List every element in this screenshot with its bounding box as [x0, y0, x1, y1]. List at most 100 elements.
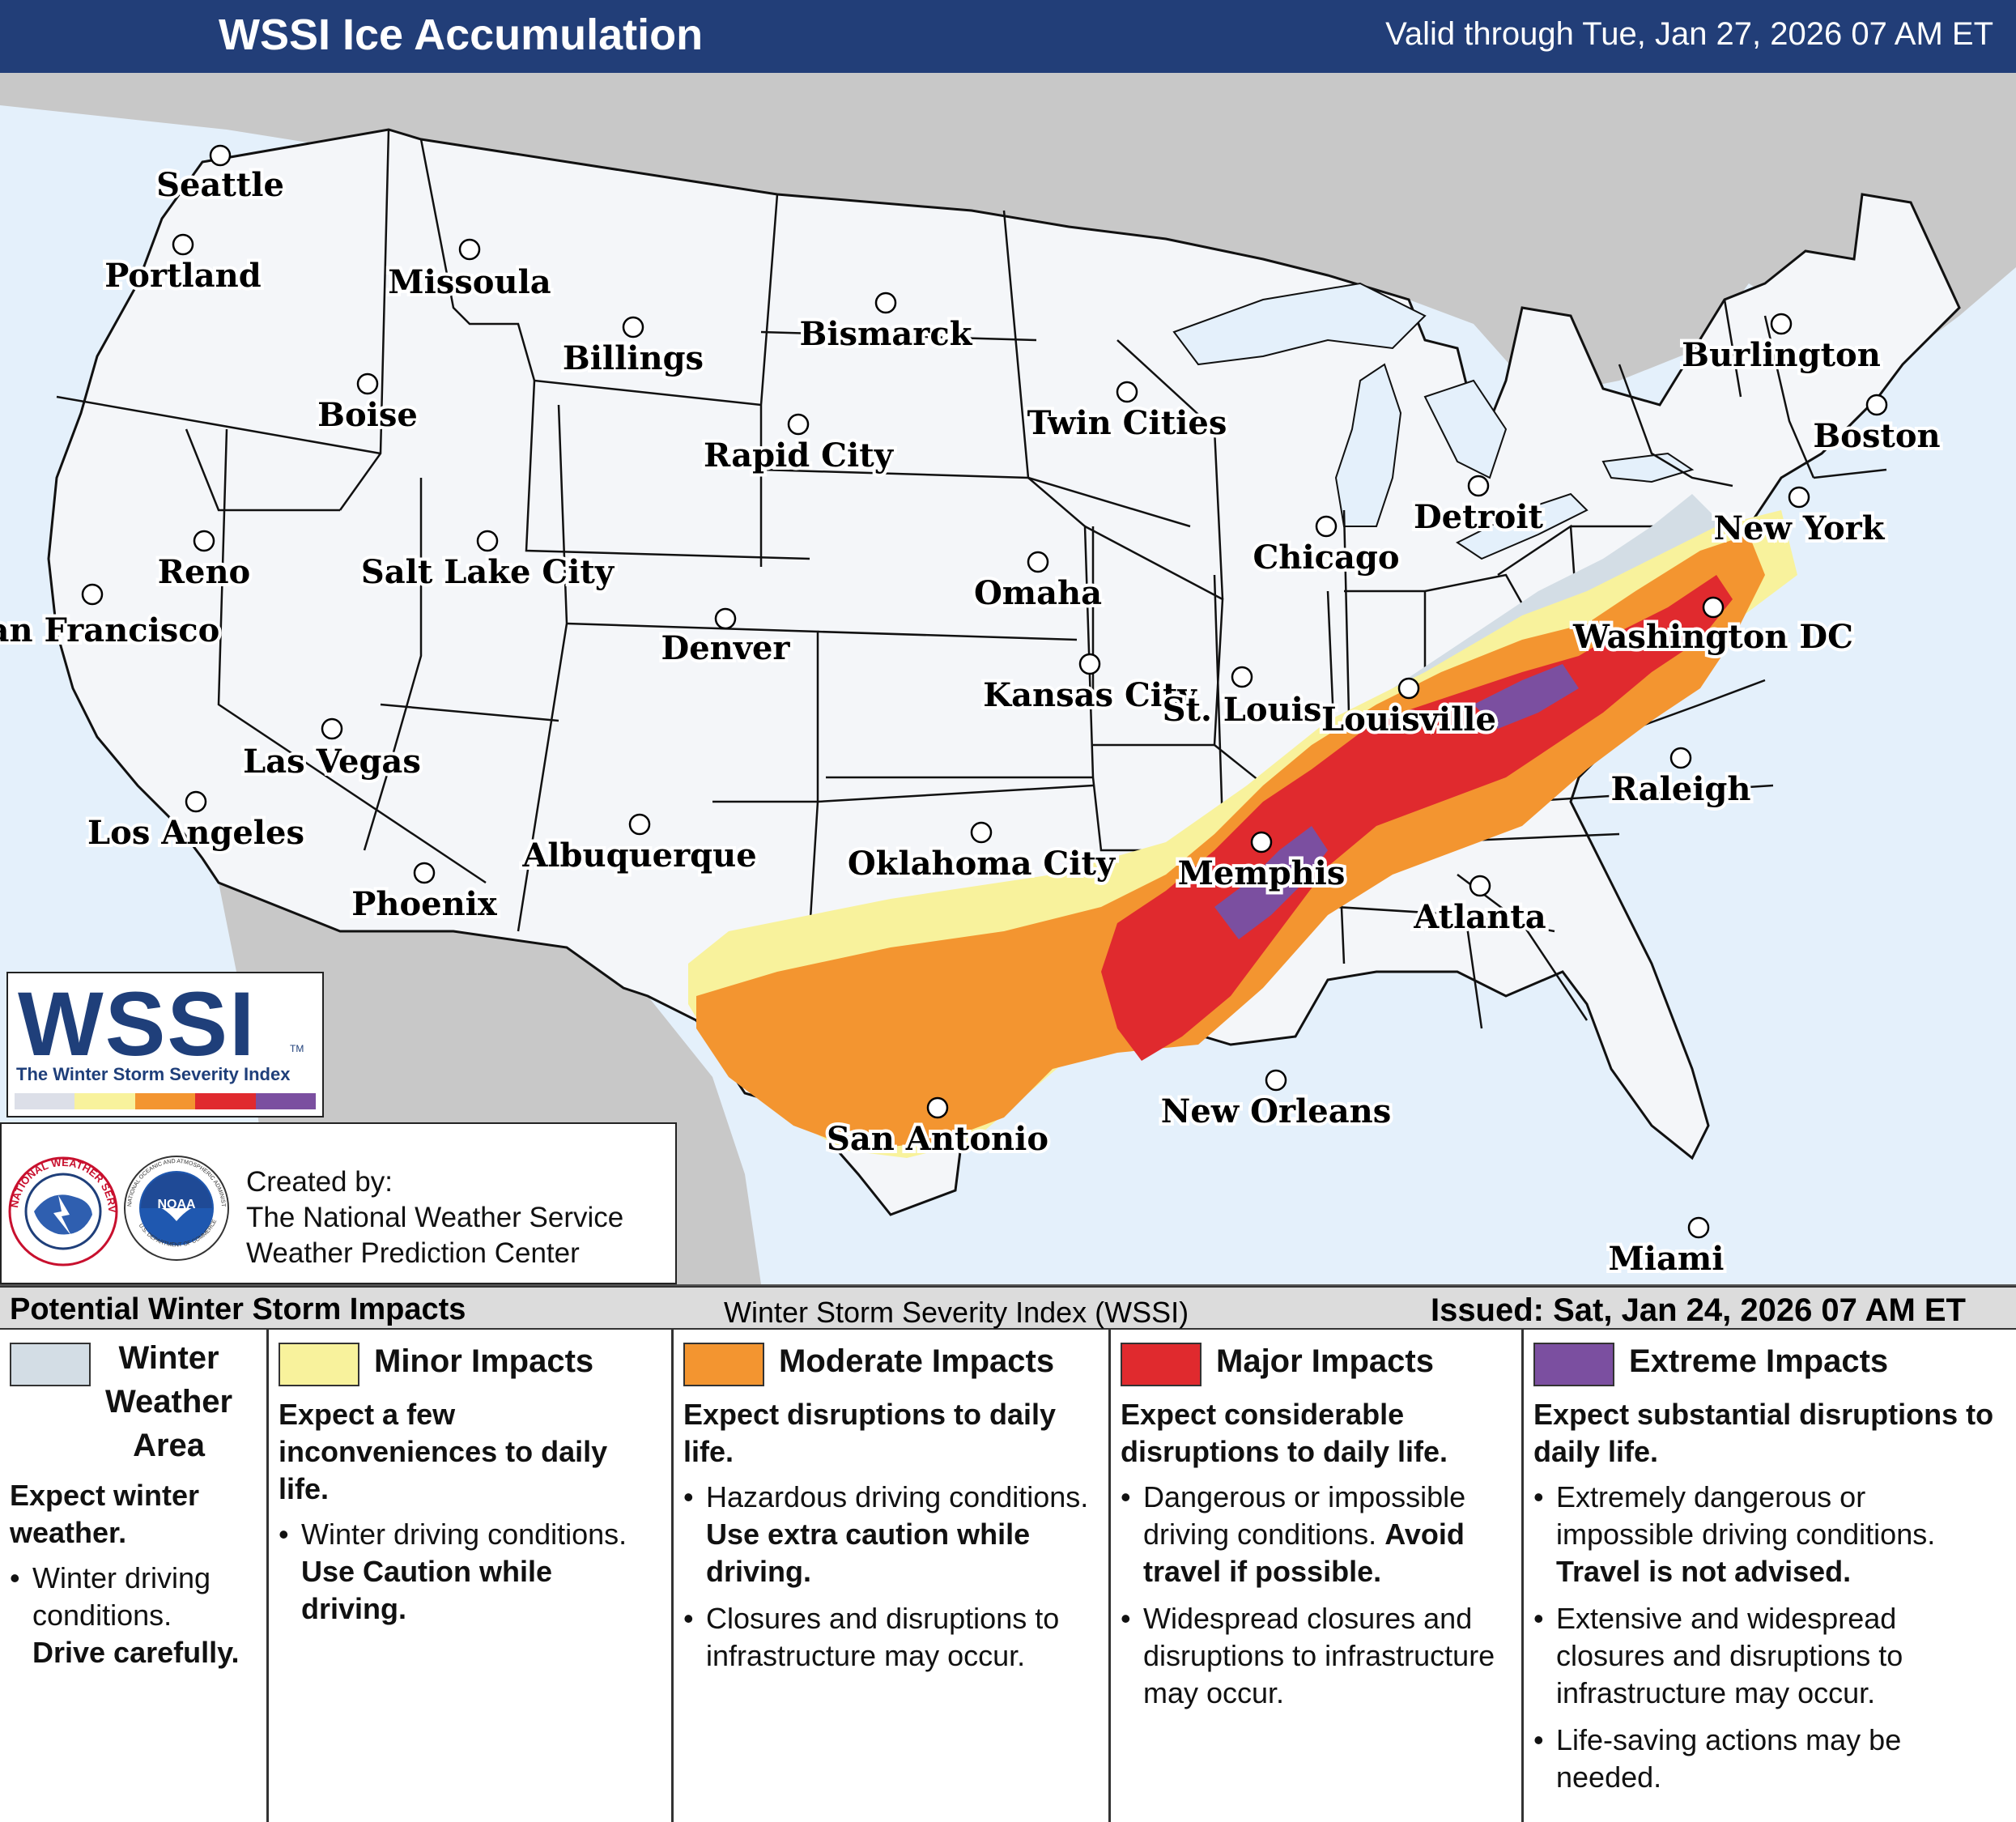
- wssi-logo-text: WSSI: [18, 973, 257, 1075]
- city-label-chicago: Chicago: [1253, 539, 1399, 577]
- legend-bullet: Dangerous or impossible driving conditio…: [1121, 1479, 1513, 1590]
- city-label-boise: Boise: [317, 396, 418, 434]
- city-dot-portland: [172, 233, 194, 256]
- scale-swatch-winter: [15, 1093, 75, 1109]
- city-dot-seattle: [209, 144, 232, 167]
- legend-bullet: Life-saving actions may be needed.: [1533, 1722, 2008, 1796]
- issued-time: Issued: Sat, Jan 24, 2026 07 AM ET: [1430, 1292, 1966, 1328]
- city-label-reno: Reno: [158, 553, 250, 591]
- city-dot-bismarck: [874, 292, 897, 314]
- city-dot-washington-dc: [1702, 596, 1725, 619]
- legend-expect-minor: Expect a few inconveniences to daily lif…: [279, 1398, 608, 1505]
- legend-bullet: Winter driving conditions.Drive carefull…: [10, 1560, 258, 1671]
- legend-title-major: Major Impacts: [1216, 1343, 1434, 1379]
- legend-bullet: Widespread closures and disruptions to i…: [1121, 1600, 1513, 1712]
- legend-expect-moderate: Expect disruptions to daily life.: [683, 1398, 1057, 1468]
- wssi-logo-subtitle: The Winter Storm Severity Index: [16, 1064, 291, 1084]
- credits-text: Created by: The National Weather Service…: [246, 1164, 623, 1271]
- city-label-salt-lake-city: Salt Lake City: [361, 553, 615, 591]
- city-label-new-orleans: New Orleans: [1161, 1092, 1391, 1130]
- city-label-louisville: Louisville: [1321, 700, 1496, 739]
- wssi-color-scale: [15, 1093, 317, 1109]
- nws-logo: NATIONAL WEATHER SERVICE: [2, 1124, 118, 1266]
- legend-bullets-winter: Winter driving conditions.Drive carefull…: [10, 1560, 258, 1671]
- city-label-las-vegas: Las Vegas: [243, 743, 421, 781]
- city-dot-albuquerque: [628, 813, 651, 836]
- city-dot-denver: [714, 607, 737, 630]
- us-map: Seattle Portland Missoula Boise Billings…: [0, 73, 2016, 1284]
- city-label-burlington: Burlington: [1682, 336, 1881, 374]
- wssi-logo: WSSI TM The Winter Storm Severity Index: [6, 972, 324, 1117]
- city-label-los-angeles: Los Angeles: [87, 814, 304, 852]
- city-dot-san-francisco: [81, 583, 104, 606]
- legend-col-extreme: Extreme Impacts Expect substantial disru…: [1524, 1330, 2016, 1822]
- major-impacts-swath: [1101, 575, 1733, 1061]
- city-dot-missoula: [458, 238, 481, 261]
- legend-title-extreme: Extreme Impacts: [1629, 1343, 1889, 1379]
- city-label-kansas-city: Kansas City: [983, 676, 1197, 714]
- city-dot-los-angeles: [185, 790, 207, 813]
- legend-col-moderate: Moderate Impacts Expect disruptions to d…: [674, 1330, 1111, 1822]
- city-label-detroit: Detroit: [1414, 498, 1544, 536]
- extreme-impacts-swath: [1214, 664, 1579, 939]
- legend-title-moderate: Moderate Impacts: [779, 1343, 1055, 1379]
- wssi-trademark: TM: [290, 1043, 304, 1054]
- city-dot-miami: [1687, 1216, 1710, 1239]
- svg-text:NOAA: NOAA: [157, 1198, 196, 1211]
- legend-expect-major: Expect considerable disruptions to daily…: [1121, 1398, 1448, 1468]
- city-dot-burlington: [1770, 313, 1793, 335]
- city-label-atlanta: Atlanta: [1413, 898, 1546, 936]
- lake-erie: [1456, 492, 1589, 560]
- swatch-extreme: [1533, 1343, 1614, 1386]
- city-label-portland: Portland: [104, 257, 261, 295]
- city-label-new-york: New York: [1714, 509, 1886, 547]
- city-dot-detroit: [1467, 475, 1490, 497]
- lake-michigan: [1334, 363, 1402, 527]
- city-dot-san-antonio: [926, 1096, 949, 1119]
- impact-swaths: [688, 494, 1797, 1158]
- city-label-san-antonio: San Antonio: [827, 1120, 1048, 1158]
- city-label-albuquerque: Albuquerque: [521, 837, 756, 875]
- city-label-memphis: Memphis: [1178, 854, 1346, 892]
- scale-swatch-extreme: [255, 1093, 317, 1109]
- city-dot-raleigh: [1669, 747, 1692, 769]
- legend-bullet: Hazardous driving conditions. Use extra …: [683, 1479, 1100, 1590]
- legend-col-major: Major Impacts Expect considerable disrup…: [1111, 1330, 1524, 1822]
- swatch-major: [1121, 1343, 1202, 1386]
- city-label-san-francisco: San Francisco: [0, 611, 219, 649]
- agency-logos: NATIONAL WEATHER SERVICE NOAA NATIONAL O…: [2, 1124, 229, 1266]
- city-label-oklahoma-city: Oklahoma City: [848, 845, 1116, 883]
- legend-col-winter: Winter Weather Area Expect winter weathe…: [0, 1330, 269, 1822]
- legend-expect-winter: Expect winter weather.: [10, 1479, 200, 1549]
- city-dot-omaha: [1027, 551, 1049, 573]
- city-label-bismarck: Bismarck: [800, 315, 973, 353]
- swatch-moderate: [683, 1343, 764, 1386]
- city-dot-las-vegas: [321, 717, 343, 740]
- header-bar: WSSI Ice Accumulation Valid through Tue,…: [0, 0, 2016, 73]
- city-dot-memphis: [1250, 831, 1273, 854]
- legend-bullets-moderate: Hazardous driving conditions. Use extra …: [683, 1479, 1100, 1675]
- city-label-rapid-city: Rapid City: [704, 436, 895, 475]
- city-dot-boise: [356, 372, 379, 395]
- city-dot-st-louis: [1231, 666, 1253, 688]
- city-dot-kansas-city: [1078, 653, 1101, 675]
- map-title: WSSI Ice Accumulation: [219, 11, 704, 59]
- city-markers: Seattle Portland Missoula Boise Billings…: [0, 144, 1944, 1281]
- city-dot-atlanta: [1469, 875, 1491, 897]
- us-land: [47, 128, 1961, 1216]
- credits-line-2: The National Weather Service: [246, 1202, 624, 1233]
- city-label-raleigh: Raleigh: [1611, 770, 1751, 808]
- legend-expect-extreme: Expect substantial disruptions to daily …: [1533, 1398, 1994, 1468]
- lake-superior: [1172, 282, 1427, 366]
- swatch-winter: [10, 1343, 91, 1386]
- city-dot-louisville: [1397, 677, 1420, 700]
- city-dot-rapid-city: [787, 413, 810, 436]
- city-dot-salt-lake-city: [476, 530, 499, 552]
- city-dot-billings: [622, 316, 644, 338]
- city-label-omaha: Omaha: [974, 574, 1102, 612]
- legend-bullets-extreme: Extremely dangerous or impossible drivin…: [1533, 1479, 2008, 1796]
- credits-line-1: Created by:: [246, 1166, 393, 1198]
- legend-col-minor: Minor Impacts Expect a few inconvenience…: [269, 1330, 674, 1822]
- lake-ontario: [1601, 452, 1695, 483]
- city-dot-boston: [1865, 394, 1888, 416]
